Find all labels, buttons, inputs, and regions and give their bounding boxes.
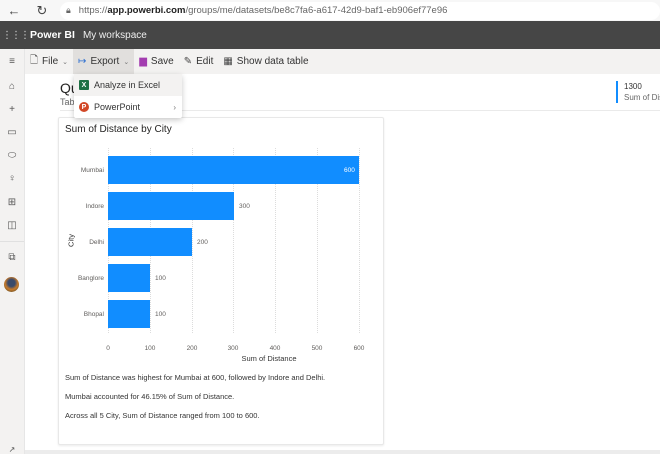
file-icon: 🗋︎: [30, 55, 39, 66]
reload-icon[interactable]: ↻: [36, 2, 48, 18]
chart-title: Sum of Distance by City: [65, 124, 172, 135]
insight-text: Across all 5 City, Sum of Distance range…: [65, 411, 260, 420]
page-subtitle: Tabl: [60, 97, 77, 107]
url-prefix: https://: [78, 5, 108, 16]
apps-icon[interactable]: ⊞: [7, 197, 17, 208]
url-input[interactable]: 🔒︎ https://app.powerbi.com/groups/me/dat…: [60, 1, 660, 20]
browse-icon[interactable]: ▭: [7, 127, 17, 138]
goals-icon[interactable]: ♀: [8, 173, 16, 184]
left-nav-sidebar: ≡ ⌂ + ▭ ⬭ ♀ ⊞ ◫ ⧉ ↗: [0, 49, 25, 454]
show-data-table-label: Show data table: [236, 56, 309, 67]
file-menu-button[interactable]: 🗋︎ File ⌄: [25, 49, 73, 74]
workspace-breadcrumb[interactable]: My workspace: [82, 29, 147, 41]
export-label: Export: [90, 56, 120, 67]
menu-icon[interactable]: ≡: [9, 56, 15, 67]
workspaces-icon[interactable]: ⧉: [8, 252, 16, 263]
grid-line: [192, 148, 193, 333]
grid-line: [275, 148, 276, 333]
brand-name[interactable]: Power BI: [30, 29, 75, 41]
category-label: Banglore: [77, 275, 104, 282]
url-domain: app.powerbi.com: [107, 5, 186, 16]
insight-text: Sum of Distance was highest for Mumbai a…: [65, 373, 326, 382]
kpi-value: 1300: [624, 82, 642, 91]
data-label: 100: [155, 275, 166, 282]
sidebar-divider: [0, 241, 24, 242]
header-divider: [60, 110, 660, 111]
save-label: Save: [150, 56, 174, 67]
grid-line: [317, 148, 318, 333]
app-header: ⋮⋮⋮ Power BI My workspace: [0, 21, 660, 49]
expand-icon[interactable]: ↗: [8, 445, 16, 454]
bar-mumbai[interactable]: [108, 156, 359, 184]
bar-bhopal[interactable]: [108, 300, 150, 328]
lock-icon: 🔒︎: [66, 5, 71, 15]
x-tick-label: 100: [144, 345, 156, 352]
edit-label: Edit: [196, 56, 214, 67]
smart-narrative: Sum of Distance was highest for Mumbai a…: [65, 374, 380, 431]
file-label: File: [42, 56, 59, 67]
bar-chart: City Mumbai 600 Indore 300 Delhi 200 Ban…: [59, 118, 385, 368]
home-icon[interactable]: ⌂: [8, 81, 16, 92]
bar-delhi[interactable]: [108, 228, 192, 256]
chevron-right-icon: ›: [173, 102, 176, 112]
category-label: Delhi: [89, 239, 104, 246]
chevron-down-icon: ⌄: [123, 58, 130, 66]
excel-icon: X: [79, 80, 89, 90]
kpi-card[interactable]: 1300 Sum of Dis: [616, 81, 660, 103]
category-label: Mumbai: [80, 167, 104, 174]
export-menu-button[interactable]: ↦ Export ⌄: [73, 49, 135, 74]
x-tick-label: 200: [186, 345, 198, 352]
category-label: Bhopal: [83, 311, 104, 318]
menu-item-powerpoint[interactable]: P PowerPoint ›: [74, 96, 182, 118]
grid-line: [359, 148, 360, 333]
x-tick-label: 500: [311, 345, 323, 352]
edit-button[interactable]: ✎ Edit: [179, 49, 219, 74]
save-button[interactable]: ▆ Save: [134, 49, 179, 74]
pencil-icon: ✎: [183, 56, 193, 67]
user-avatar[interactable]: [4, 277, 19, 292]
create-icon[interactable]: +: [9, 104, 15, 115]
data-label: 100: [155, 311, 166, 318]
data-label: 600: [344, 167, 355, 174]
bar-indore[interactable]: [108, 192, 234, 220]
x-tick-label: 300: [227, 345, 239, 352]
insight-text: Mumbai accounted for 46.15% of Sum of Di…: [65, 392, 235, 401]
x-tick-label: 400: [269, 345, 281, 352]
grid-line: [233, 148, 234, 333]
data-label: 200: [197, 239, 208, 246]
export-dropdown-menu: X Analyze in Excel P PowerPoint ›: [74, 74, 182, 118]
menu-item-label: PowerPoint: [94, 102, 141, 112]
back-arrow-icon[interactable]: ←: [7, 3, 21, 18]
table-icon: ▦: [223, 56, 233, 67]
bar-banglore[interactable]: [108, 264, 150, 292]
save-icon: ▆: [139, 56, 147, 67]
x-axis-title: Sum of Distance: [241, 354, 297, 363]
bottom-scroll-area: [25, 450, 660, 454]
show-data-table-button[interactable]: ▦ Show data table: [218, 49, 313, 74]
menu-item-label: Analyze in Excel: [94, 80, 161, 90]
browser-address-bar: ← ↻ 🔒︎ https://app.powerbi.com/groups/me…: [0, 0, 660, 21]
powerpoint-icon: P: [79, 102, 89, 112]
url-path: /groups/me/datasets/be8c7fa6-a617-42d9-b…: [185, 5, 448, 16]
export-icon: ↦: [78, 56, 87, 67]
x-tick-label: 600: [353, 345, 365, 352]
bar-chart-card[interactable]: Sum of Distance by City City Mumbai 600 …: [58, 117, 384, 445]
app-launcher-icon[interactable]: ⋮⋮⋮: [2, 29, 30, 41]
category-label: Indore: [85, 203, 104, 210]
menu-item-analyze-in-excel[interactable]: X Analyze in Excel: [74, 74, 182, 96]
learn-icon[interactable]: ◫: [7, 220, 17, 231]
data-hub-icon[interactable]: ⬭: [7, 150, 17, 161]
report-toolbar: 🗋︎ File ⌄ ↦ Export ⌄ ▆ Save ✎ Edit ▦ Sho…: [25, 49, 660, 74]
kpi-label: Sum of Dis: [624, 93, 660, 102]
data-label: 300: [239, 203, 250, 210]
chevron-down-icon: ⌄: [62, 58, 69, 66]
x-tick-label: 0: [106, 345, 110, 352]
